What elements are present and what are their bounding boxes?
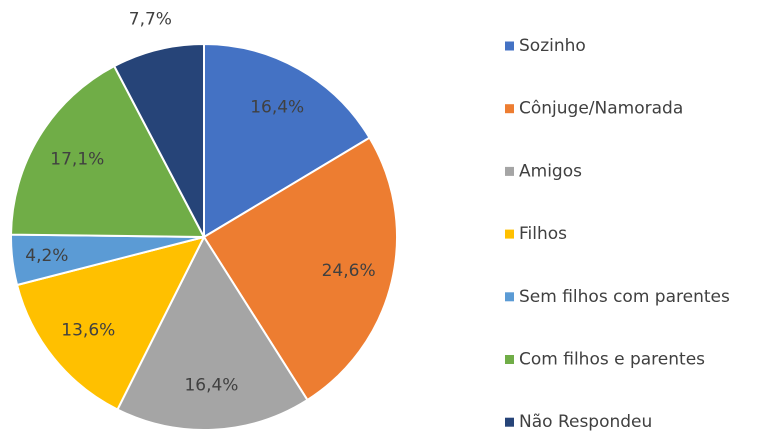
legend-swatch xyxy=(505,229,514,239)
legend-swatch xyxy=(505,166,514,176)
data-label: 13,6% xyxy=(61,320,115,340)
pie-slice xyxy=(10,64,206,239)
pie-slice xyxy=(15,235,206,411)
legend-label: Sozinho xyxy=(519,36,586,56)
legend-swatch xyxy=(505,417,514,427)
legend-label: Não Respondeu xyxy=(519,412,652,432)
legend-label: Amigos xyxy=(519,161,582,181)
pie-slice xyxy=(116,234,309,431)
legend-swatch xyxy=(505,292,514,302)
pie-slice xyxy=(203,42,371,239)
legend-swatch xyxy=(505,41,514,51)
legend-swatch xyxy=(505,355,514,364)
legend-swatch xyxy=(505,104,514,114)
data-label: 24,6% xyxy=(322,261,376,281)
data-label: 7,7% xyxy=(129,10,172,30)
data-label: 17,1% xyxy=(50,149,104,169)
data-label: 16,4% xyxy=(250,98,304,118)
legend-label: Cônjuge/Namorada xyxy=(519,99,683,119)
pie-slice xyxy=(202,136,398,402)
pie-slice xyxy=(112,42,205,238)
legend-label: Sem filhos com parentes xyxy=(519,287,730,307)
legend-label: Com filhos e parentes xyxy=(519,350,705,370)
data-label: 4,2% xyxy=(25,246,68,266)
data-label: 16,4% xyxy=(184,375,238,395)
legend-label: Filhos xyxy=(519,224,567,244)
